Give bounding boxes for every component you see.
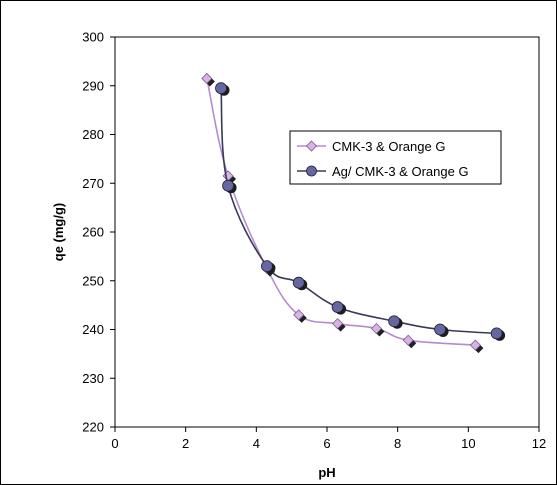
y-tick-label: 270 — [82, 176, 104, 191]
x-tick-label: 6 — [323, 436, 330, 451]
data-point — [332, 318, 344, 330]
legend-label-cmk3: CMK-3 & Orange G — [332, 139, 445, 154]
data-point — [469, 339, 481, 351]
series-layer — [201, 72, 506, 354]
data-point — [293, 309, 305, 321]
y-tick-label: 280 — [82, 127, 104, 142]
data-point — [402, 334, 414, 346]
data-point — [434, 323, 446, 336]
legend-marker-cmk3 — [305, 140, 318, 152]
y-axis-label: qe (mg/g) — [51, 203, 66, 262]
data-point — [215, 82, 227, 95]
x-tick-label: 12 — [532, 436, 546, 451]
y-axis: 220 230 240 250 260 270 280 290 300 — [82, 30, 115, 435]
data-point — [292, 276, 305, 289]
x-tick-label: 4 — [253, 436, 260, 451]
y-tick-label: 300 — [82, 30, 104, 45]
legend-box — [289, 130, 502, 185]
data-point — [222, 179, 234, 192]
y-tick-label: 220 — [82, 420, 104, 435]
data-point — [388, 315, 401, 328]
series-ag-cmk3 — [215, 82, 506, 341]
legend-label-ag-cmk3: Ag/ CMK-3 & Orange G — [332, 164, 469, 179]
data-point — [261, 260, 273, 273]
data-point — [370, 322, 383, 335]
x-tick-label: 8 — [394, 436, 401, 451]
legend-marker-ag-cmk3 — [306, 165, 317, 177]
x-tick-label: 2 — [182, 436, 189, 451]
y-tick-label: 230 — [82, 371, 104, 386]
y-tick-label: 290 — [82, 78, 104, 93]
x-axis: 0 2 4 6 8 10 12 — [111, 427, 546, 451]
plot-area — [114, 36, 540, 428]
data-point — [201, 72, 213, 85]
y-tick-label: 250 — [82, 273, 104, 288]
x-axis-label: pH — [318, 465, 335, 480]
x-tick-label: 0 — [111, 436, 118, 451]
y-tick-label: 260 — [82, 225, 104, 240]
y-tick-label: 240 — [82, 322, 104, 337]
data-point — [331, 301, 344, 313]
legend: CMK-3 & Orange G Ag/ CMK-3 & Orange G — [289, 130, 502, 185]
data-point — [490, 327, 503, 340]
x-tick-label: 10 — [461, 436, 475, 451]
